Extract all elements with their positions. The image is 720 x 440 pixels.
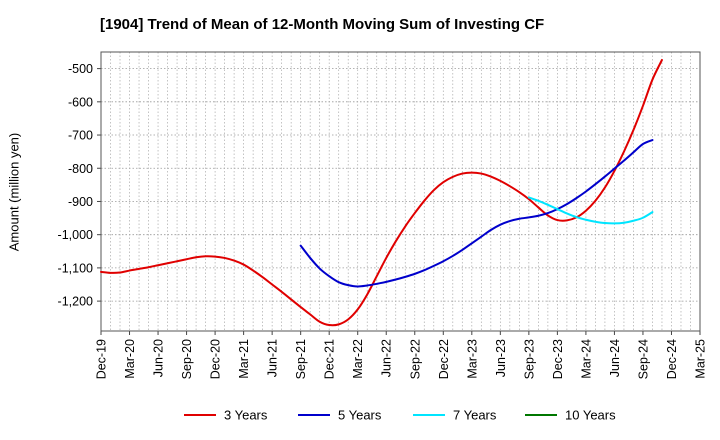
x-tick-label: Dec-24	[665, 339, 679, 379]
series-line-7-years	[527, 196, 654, 225]
x-tick-label: Jun-20	[152, 339, 166, 377]
x-tick-label: Dec-20	[209, 339, 223, 379]
x-tick-label: Mar-20	[123, 339, 137, 379]
x-tick-label: Sep-24	[636, 339, 650, 379]
chart-title: [1904] Trend of Mean of 12-Month Moving …	[100, 16, 545, 33]
y-tick-label: -1,000	[58, 228, 93, 242]
x-tick-label: Jun-21	[266, 339, 280, 377]
x-tick-label: Mar-25	[694, 339, 708, 379]
x-tick-label: Sep-20	[180, 339, 194, 379]
x-tick-label: Mar-23	[465, 339, 479, 379]
plot-frame	[100, 51, 701, 332]
x-tick-label: Sep-23	[522, 339, 536, 379]
x-tick-label: Dec-21	[323, 339, 337, 379]
x-tick-label: Sep-21	[294, 339, 308, 379]
y-tick-label: -500	[68, 62, 93, 76]
axes	[97, 51, 701, 335]
x-tick-labels: Dec-19 Mar-20 Jun-20 Sep-20 Dec-20 Mar-21 Jun-…	[95, 339, 708, 379]
y-tick-label: -700	[68, 129, 93, 143]
x-tick-label: Dec-19	[95, 339, 109, 379]
series-line-5-years	[299, 139, 654, 288]
y-tick-label: -900	[68, 195, 93, 209]
series-line-3-years	[100, 58, 663, 327]
legend-label-10-years: 10 Years	[565, 408, 616, 423]
x-tick-label: Mar-21	[237, 339, 251, 379]
x-tick-label: Jun-24	[608, 339, 622, 377]
x-tick-label: Jun-22	[380, 339, 394, 377]
legend-label-7-years: 7 Years	[453, 408, 497, 423]
y-tick-labels: -500 -600 -700 -800 -900 -1,000 -1,100 -1,200	[58, 62, 93, 309]
x-tick-label: Jun-23	[494, 339, 508, 377]
y-tick-label: -1,100	[58, 261, 93, 275]
grid	[101, 52, 701, 331]
x-tick-label: Mar-22	[351, 339, 365, 379]
y-tick-label: -800	[68, 162, 93, 176]
legend-label-5-years: 5 Years	[338, 408, 382, 423]
y-tick-label: -1,200	[58, 295, 93, 309]
x-tick-label: Sep-22	[408, 339, 422, 379]
x-tick-label: Dec-22	[437, 339, 451, 379]
legend-label-3-years: 3 Years	[224, 408, 268, 423]
legend: 3 Years 5 Years 7 Years 10 Years	[184, 408, 616, 423]
x-tick-label: Mar-24	[579, 339, 593, 379]
series-group	[100, 58, 663, 327]
x-tick-label: Dec-23	[551, 339, 565, 379]
y-tick-label: -600	[68, 95, 93, 109]
